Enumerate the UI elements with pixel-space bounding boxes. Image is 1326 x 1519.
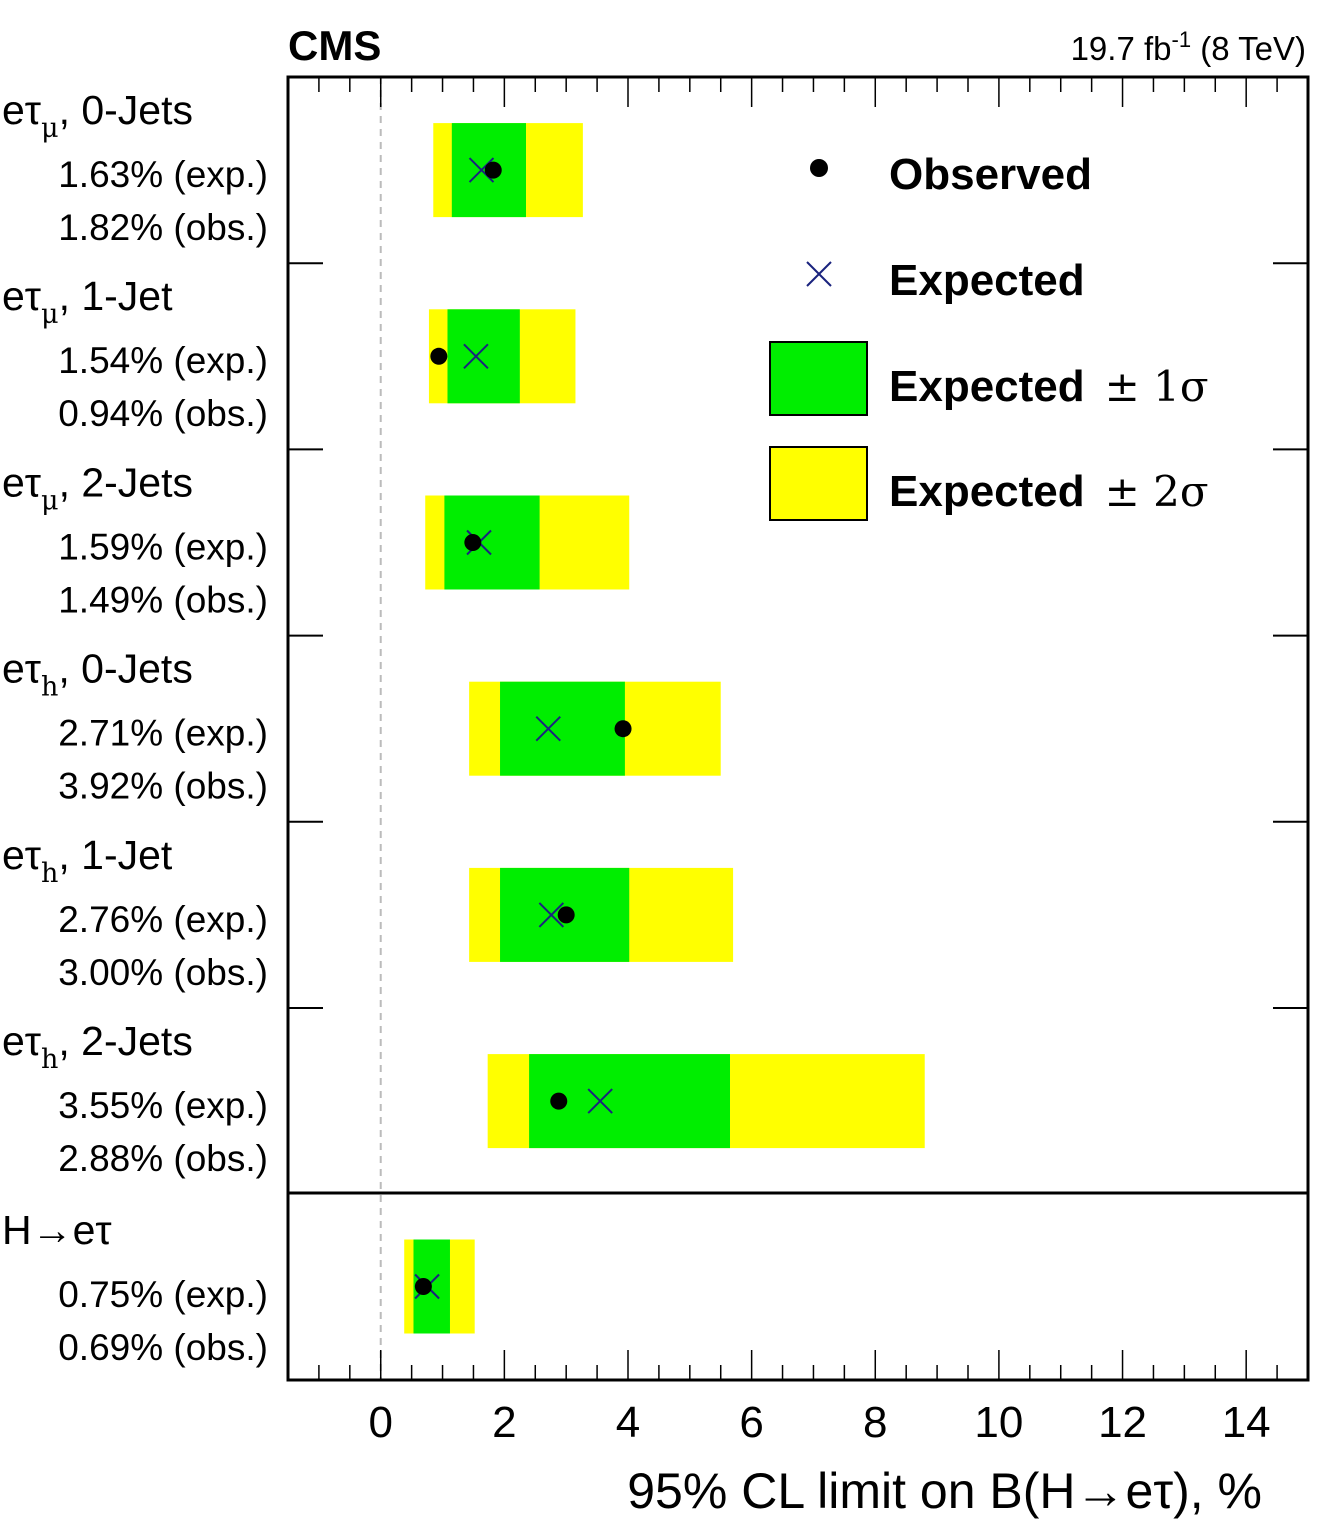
legend-observed-marker [810,159,828,177]
legend: Observed Expected Expected ± 1σ Expected ±… [769,150,1209,521]
expected-limit-label: 0.75% (exp.) [58,1274,268,1315]
x-tick-label: 2 [492,1398,516,1447]
legend-one-sigma-label: Expected ± 1σ [889,362,1209,411]
x-tick-label: 0 [368,1398,392,1447]
expected-limit-label: 1.59% (exp.) [58,526,268,567]
observed-limit-label: 1.49% (obs.) [58,579,268,620]
observed-limit-label: 2.88% (obs.) [58,1138,268,1179]
expected-marker [538,902,565,928]
x-tick-label: 8 [863,1398,887,1447]
bands-layer [404,123,925,1334]
x-tick-label: 14 [1222,1398,1271,1447]
observed-marker [614,720,632,738]
legend-expected-label: Expected [889,256,1085,305]
expected-marker [468,157,495,183]
x-tick-label: 6 [739,1398,763,1447]
legend-observed-label: Observed [889,150,1092,199]
category-name: eτμ, 1-Jet [2,273,173,330]
observed-marker [550,1092,568,1110]
x-tick-label: 4 [616,1398,640,1447]
observed-limit-label: 1.82% (obs.) [58,207,268,248]
expected-limit-label: 3.55% (exp.) [58,1085,268,1126]
legend-two-sigma-label: Expected ± 2σ [889,467,1209,516]
expected-marker [463,343,489,370]
observed-marker [484,161,502,179]
legend-one-sigma-swatch [769,341,868,416]
plot-frame [286,75,1310,1382]
expected-limit-label: 2.71% (exp.) [58,713,268,754]
observed-marker [557,906,575,924]
category-name: H→eτ [2,1207,112,1253]
luminosity-label: 19.7 fb-1 (8 TeV) [1071,27,1306,67]
one-sigma-band [444,495,540,590]
x-tick-label: 10 [974,1398,1023,1447]
one-sigma-band [500,681,625,776]
x-axis-title: 95% CL limit on B(H→eτ), % [627,1463,1262,1519]
legend-expected-marker-b [806,261,832,287]
category-name: eτh, 1-Jet [2,832,173,889]
observed-limit-label: 3.92% (obs.) [58,766,268,807]
observed-limit-label: 0.94% (obs.) [58,393,268,434]
observed-marker [430,347,448,365]
observed-marker [464,534,482,551]
markers-layer [414,157,632,1300]
category-name: eτh, 2-Jets [2,1018,193,1075]
observed-limit-label: 3.00% (obs.) [58,952,268,993]
legend-two-sigma-swatch [769,446,868,521]
category-name: eτμ, 2-Jets [2,459,193,516]
experiment-label: CMS [288,22,381,69]
expected-limit-label: 1.63% (exp.) [58,154,268,195]
observed-marker [414,1278,432,1295]
category-name: eτμ, 0-Jets [2,87,193,144]
category-labels: eτμ, 0-Jets 1.63% (exp.) 1.82% (obs.) eτμ, … [2,87,268,1368]
tick-layer: 0 2 4 6 8 10 12 14 [288,77,1308,1447]
plot-border [286,75,1310,1382]
observed-limit-label: 0.69% (obs.) [58,1327,268,1368]
expected-marker [587,1088,613,1114]
one-sigma-band [447,309,520,404]
category-name: eτh, 0-Jets [2,646,193,703]
expected-limit-label: 2.76% (exp.) [58,899,268,940]
x-tick-label: 12 [1098,1398,1147,1447]
expected-limit-label: 1.54% (exp.) [58,340,268,381]
expected-marker [535,715,561,742]
